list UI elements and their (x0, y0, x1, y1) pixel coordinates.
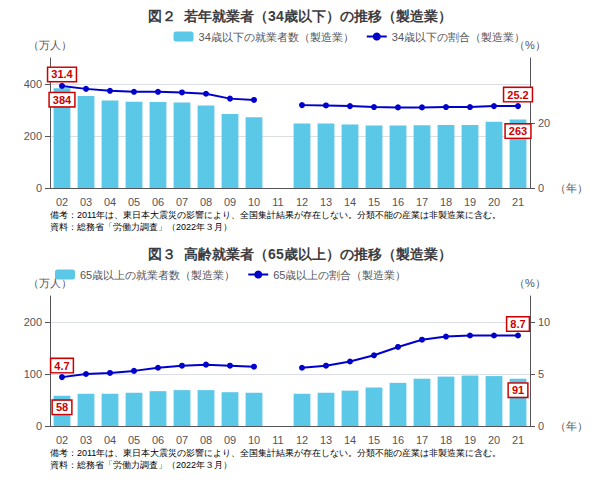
svg-text:263: 263 (509, 125, 527, 137)
svg-text:06: 06 (152, 434, 164, 446)
svg-text:備考：2011年は、東日本大震災の影響により、全国集計結果が: 備考：2011年は、東日本大震災の影響により、全国集計結果が存在しない。分類不能… (50, 448, 501, 458)
svg-text:11: 11 (272, 196, 283, 208)
svg-text:11: 11 (272, 434, 283, 446)
svg-text:02: 02 (56, 196, 68, 208)
svg-text:16: 16 (392, 196, 404, 208)
svg-text:0: 0 (538, 182, 544, 194)
svg-text:10: 10 (248, 196, 260, 208)
svg-text:03: 03 (80, 434, 92, 446)
svg-text:図３ 高齢就業者（65歳以上）の推移（製造業）: 図３ 高齢就業者（65歳以上）の推移（製造業） (148, 246, 451, 262)
svg-text:19: 19 (464, 196, 476, 208)
svg-text:8.7: 8.7 (510, 318, 525, 330)
svg-text:20: 20 (538, 117, 550, 129)
svg-text:0: 0 (36, 420, 42, 432)
svg-text:資料：総務省「労働力調査」（2022年３月）: 資料：総務省「労働力調査」（2022年３月） (50, 222, 232, 232)
svg-text:34歳以下の割合（製造業）: 34歳以下の割合（製造業） (392, 31, 525, 43)
svg-text:18: 18 (440, 434, 452, 446)
svg-text:13: 13 (320, 196, 332, 208)
svg-text:04: 04 (104, 196, 116, 208)
svg-text:19: 19 (464, 434, 476, 446)
svg-text:03: 03 (80, 196, 92, 208)
svg-text:15: 15 (368, 434, 380, 446)
svg-text:05: 05 (128, 196, 140, 208)
svg-text:100: 100 (24, 368, 42, 380)
svg-text:図２ 若年就業者（34歳以下）の推移（製造業）: 図２ 若年就業者（34歳以下）の推移（製造業） (148, 8, 451, 24)
svg-text:200: 200 (24, 316, 42, 328)
svg-text:34歳以下の就業者数（製造業）: 34歳以下の就業者数（製造業） (199, 31, 354, 43)
svg-text:10: 10 (248, 434, 260, 446)
svg-text:08: 08 (200, 434, 212, 446)
svg-text:06: 06 (152, 196, 164, 208)
svg-text:05: 05 (128, 434, 140, 446)
svg-text:02: 02 (56, 434, 68, 446)
svg-text:21: 21 (512, 196, 524, 208)
svg-text:（万人）: （万人） (28, 276, 72, 289)
svg-text:58: 58 (56, 401, 68, 413)
svg-text:20: 20 (488, 196, 500, 208)
svg-text:14: 14 (344, 434, 356, 446)
svg-text:09: 09 (224, 196, 236, 208)
svg-text:資料：総務省「労働力調査」（2022年３月）: 資料：総務省「労働力調査」（2022年３月） (50, 460, 232, 470)
svg-text:65歳以上の割合（製造業）: 65歳以上の割合（製造業） (273, 269, 406, 281)
svg-text:（年）: （年） (555, 182, 588, 194)
svg-text:384: 384 (53, 94, 72, 106)
svg-text:15: 15 (368, 196, 380, 208)
svg-text:（年）: （年） (555, 420, 588, 432)
svg-text:400: 400 (24, 78, 42, 90)
svg-text:07: 07 (176, 434, 188, 446)
svg-text:20: 20 (488, 434, 500, 446)
svg-text:12: 12 (296, 434, 308, 446)
svg-text:18: 18 (440, 196, 452, 208)
svg-text:08: 08 (200, 196, 212, 208)
svg-text:13: 13 (320, 434, 332, 446)
svg-text:（%）: （%） (514, 277, 546, 289)
svg-text:09: 09 (224, 434, 236, 446)
svg-text:200: 200 (24, 130, 42, 142)
svg-text:4.7: 4.7 (54, 360, 69, 372)
svg-text:21: 21 (512, 434, 524, 446)
svg-text:04: 04 (104, 434, 116, 446)
svg-text:10: 10 (538, 316, 550, 328)
svg-text:25.2: 25.2 (507, 89, 528, 101)
svg-text:17: 17 (416, 196, 428, 208)
svg-text:0: 0 (36, 182, 42, 194)
svg-text:5: 5 (538, 368, 544, 380)
svg-text:0: 0 (538, 420, 544, 432)
svg-text:備考：2011年は、東日本大震災の影響により、全国集計結果が: 備考：2011年は、東日本大震災の影響により、全国集計結果が存在しない。分類不能… (50, 210, 501, 220)
svg-text:12: 12 (296, 196, 308, 208)
svg-text:31.4: 31.4 (51, 68, 73, 80)
svg-text:65歳以上の就業者数（製造業）: 65歳以上の就業者数（製造業） (80, 269, 235, 281)
svg-text:07: 07 (176, 196, 188, 208)
svg-text:14: 14 (344, 196, 356, 208)
svg-text:17: 17 (416, 434, 428, 446)
svg-text:（万人）: （万人） (28, 39, 72, 51)
svg-text:91: 91 (512, 384, 524, 396)
svg-text:16: 16 (392, 434, 404, 446)
